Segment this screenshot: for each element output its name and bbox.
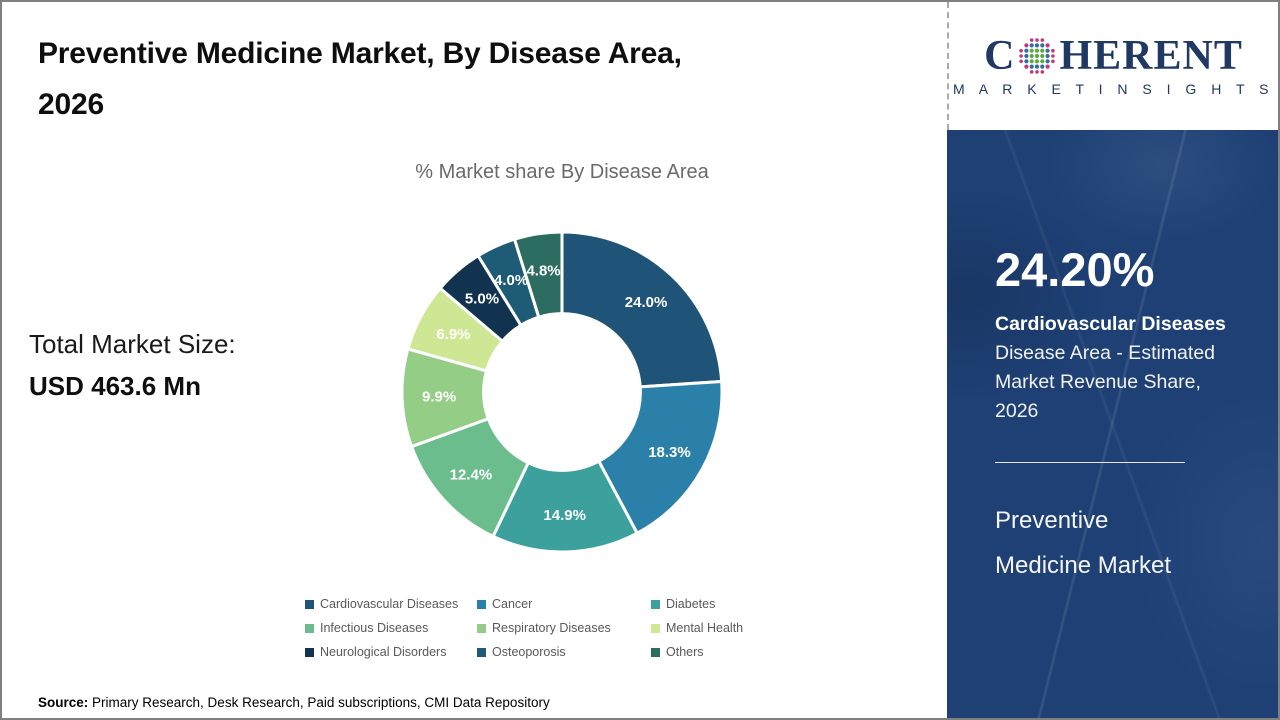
legend-label: Neurological Disorders (320, 645, 447, 659)
legend-label: Respiratory Diseases (492, 621, 611, 635)
donut-slice-label: 6.9% (436, 326, 470, 343)
chart-legend: Cardiovascular Diseases Cancer Diabetes Inf… (305, 597, 743, 659)
legend-swatch (651, 599, 660, 609)
logo-letter-c: C (984, 33, 1016, 79)
donut-slice-label: 9.9% (422, 389, 456, 406)
source-line: Source: Primary Research, Desk Research,… (38, 695, 550, 710)
legend-label: Cardiovascular Diseases (320, 597, 459, 611)
donut-slice-others (513, 230, 564, 319)
logo-subtitle: M A R K E T I N S I G H T S (953, 81, 1274, 97)
legend-label: Mental Health (666, 621, 744, 635)
donut-slice-cardiovascular-diseases (560, 230, 724, 389)
legend-swatch (651, 623, 660, 633)
highlight-description: Cardiovascular Diseases Disease Area - E… (995, 310, 1247, 426)
legend-swatch (305, 647, 314, 657)
legend-item: Neurological Disorders (305, 645, 477, 659)
legend-label: Cancer (492, 597, 533, 611)
donut-slice-label: 14.9% (543, 507, 586, 524)
page-title-line2: 2026 (38, 88, 104, 121)
donut-slice-label: 18.3% (648, 444, 691, 461)
legend-swatch (305, 599, 314, 609)
legend-item: Infectious Diseases (305, 621, 477, 635)
donut-slice-label: 5.0% (465, 291, 499, 308)
legend-item: Diabetes (651, 597, 743, 611)
donut-slice-label: 24.0% (625, 294, 668, 311)
legend-item: Respiratory Diseases (477, 621, 651, 635)
chart-title: % Market share By Disease Area (415, 161, 709, 183)
page-title: Preventive Medicine Market, By Disease A… (38, 28, 682, 130)
highlight-category: Cardiovascular Diseases (995, 313, 1226, 335)
legend-swatch (477, 647, 486, 657)
legend-label: Diabetes (666, 597, 716, 611)
logo: C HERENT M A R K E T I N S I G H T S (947, 2, 1278, 130)
legend-swatch (477, 599, 486, 609)
legend-item: Mental Health (651, 621, 743, 635)
legend-label: Others (666, 645, 704, 659)
donut-slice-label: 12.4% (450, 467, 493, 484)
legend-label: Osteoporosis (492, 645, 566, 659)
logo-word-rest: HERENT (1059, 33, 1243, 79)
coherent-globe-icon (1019, 38, 1056, 74)
total-market-size-label: Total Market Size: (29, 329, 236, 359)
panel-market-name: Preventive Medicine Market (995, 507, 1172, 579)
total-market-size: Total Market Size: USD 463.6 Mn (29, 323, 236, 407)
donut-slice-label: 4.0% (494, 272, 528, 289)
donut-chart: 24.0% 18.3% 14.9% 12.4% 9.9% 6.9% 5.0% 4.0% 4.8% (392, 222, 732, 562)
donut-slice-label: 4.8% (526, 262, 560, 279)
page-title-line1: Preventive Medicine Market, By Disease A… (38, 37, 682, 70)
panel-divider (995, 462, 1185, 463)
donut-slice-cancer (597, 379, 724, 535)
source-text: Primary Research, Desk Research, Paid su… (92, 695, 550, 710)
donut-slice-diabetes (491, 459, 639, 554)
source-label: Source: (38, 695, 89, 710)
logo-wordmark: C HERENT (984, 35, 1243, 77)
legend-item: Osteoporosis (477, 645, 651, 659)
legend-item: Cardiovascular Diseases (305, 597, 477, 611)
highlight-percentage: 24.20% (995, 243, 1155, 296)
highlight-panel: 24.20% Cardiovascular Diseases Disease A… (947, 130, 1278, 718)
legend-label: Infectious Diseases (320, 621, 429, 635)
total-market-size-value: USD 463.6 Mn (29, 371, 201, 401)
highlight-text: Disease Area - Estimated Market Revenue … (995, 342, 1216, 422)
legend-swatch (477, 623, 486, 633)
right-column: C HERENT M A R K E T I N S I G H T S 24.… (947, 2, 1278, 718)
legend-item: Others (651, 645, 743, 659)
legend-item: Cancer (477, 597, 651, 611)
legend-swatch (305, 623, 314, 633)
legend-swatch (651, 647, 660, 657)
donut-chart-svg: 24.0% 18.3% 14.9% 12.4% 9.9% 6.9% 5.0% 4.0%4.8% (400, 230, 724, 554)
